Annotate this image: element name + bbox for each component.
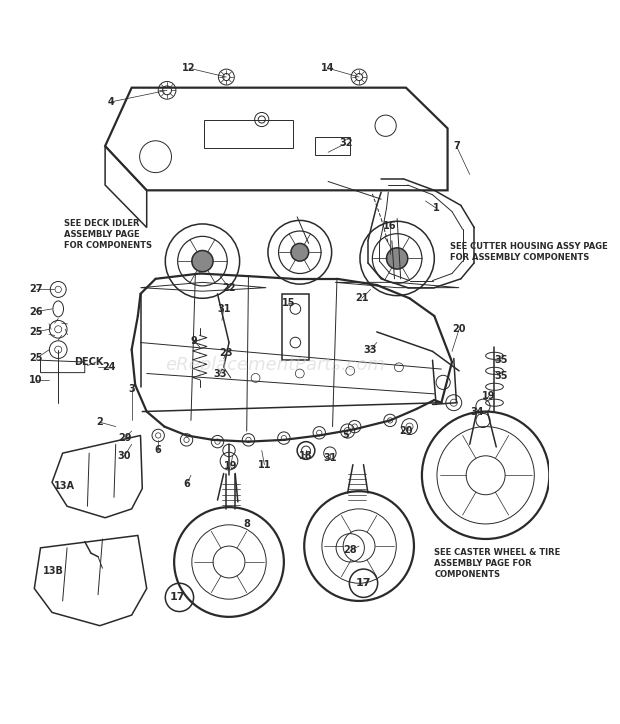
Text: 13B: 13B — [43, 566, 64, 576]
Text: 10: 10 — [29, 375, 43, 384]
Text: 14: 14 — [321, 63, 335, 73]
Text: 1: 1 — [433, 203, 440, 213]
Text: 20: 20 — [453, 324, 466, 334]
Circle shape — [192, 251, 213, 272]
Text: 25: 25 — [29, 353, 43, 363]
Text: 3: 3 — [128, 384, 135, 394]
Text: 24: 24 — [102, 362, 115, 372]
Text: 19: 19 — [224, 461, 237, 471]
Text: 19: 19 — [482, 391, 496, 400]
Circle shape — [291, 243, 309, 261]
Text: 18: 18 — [299, 451, 313, 460]
Text: 9: 9 — [190, 336, 197, 346]
Text: 2: 2 — [97, 417, 103, 427]
Text: 34: 34 — [470, 407, 484, 416]
Text: 8: 8 — [243, 519, 250, 529]
Text: 33: 33 — [213, 369, 227, 379]
Text: 6: 6 — [183, 479, 190, 489]
Text: eReplacementParts.com: eReplacementParts.com — [165, 355, 385, 374]
Text: 29: 29 — [118, 433, 131, 443]
Text: 21: 21 — [355, 293, 368, 303]
Circle shape — [386, 248, 408, 269]
Text: 15: 15 — [281, 298, 295, 308]
Text: 22: 22 — [222, 282, 236, 292]
Text: SEE CASTER WHEEL & TIRE
ASSEMBLY PAGE FOR
COMPONENTS: SEE CASTER WHEEL & TIRE ASSEMBLY PAGE FO… — [434, 548, 560, 579]
Text: SEE CUTTER HOUSING ASSY PAGE
FOR ASSEMBLY COMPONENTS: SEE CUTTER HOUSING ASSY PAGE FOR ASSEMBL… — [450, 243, 608, 262]
Text: 27: 27 — [29, 285, 43, 295]
Text: 26: 26 — [29, 306, 43, 316]
Text: 25: 25 — [29, 327, 43, 337]
Text: 30: 30 — [118, 451, 131, 460]
Text: 17: 17 — [170, 592, 185, 602]
Text: SEE DECK IDLER
ASSEMBLY PAGE
FOR COMPONENTS: SEE DECK IDLER ASSEMBLY PAGE FOR COMPONE… — [64, 219, 153, 251]
Text: 6: 6 — [155, 445, 162, 455]
Text: 20: 20 — [399, 426, 413, 436]
Text: 28: 28 — [343, 545, 357, 555]
Text: 4: 4 — [108, 97, 115, 107]
Text: 32: 32 — [339, 138, 353, 148]
Text: 23: 23 — [219, 348, 233, 358]
Text: 17: 17 — [356, 578, 371, 588]
Text: 12: 12 — [182, 63, 196, 73]
Text: 33: 33 — [364, 345, 378, 355]
Text: 31: 31 — [323, 452, 337, 463]
Text: DECK: DECK — [74, 357, 104, 367]
Text: 31: 31 — [217, 304, 231, 314]
Text: 35: 35 — [494, 371, 507, 381]
Text: 5: 5 — [342, 431, 349, 440]
Text: 7: 7 — [453, 141, 460, 151]
Text: 16: 16 — [383, 221, 397, 231]
Text: 35: 35 — [494, 355, 507, 365]
Text: 11: 11 — [258, 460, 271, 470]
Text: 13A: 13A — [54, 481, 75, 491]
